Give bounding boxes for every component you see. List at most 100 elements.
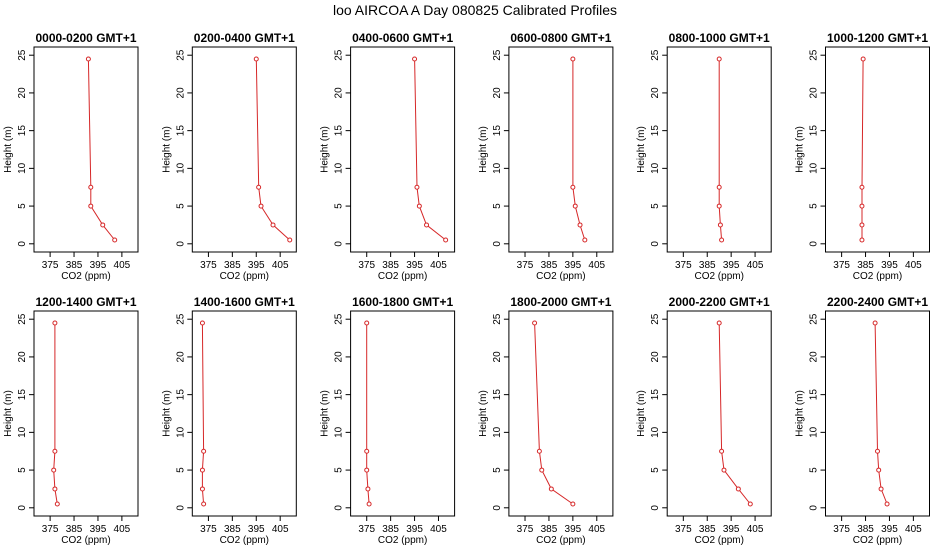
data-point (859, 222, 865, 228)
data-point (112, 237, 118, 243)
data-point (875, 448, 880, 454)
x-tick-label: 375 (200, 260, 217, 271)
data-point (582, 237, 588, 243)
y-tick-label: 25 (175, 49, 186, 61)
data-point (884, 501, 890, 507)
x-tick-label: 375 (833, 524, 850, 535)
profile-line (366, 323, 370, 505)
y-tick-label: 25 (809, 49, 820, 61)
profile-panel-4: 0600-0800 GMT+1 375 385 395 405 0 5 10 15 20 25 CO2… (478, 31, 614, 282)
y-tick-label: 5 (809, 203, 820, 209)
profile-panel-7: 1200-1400 GMT+1 375 385 395 405 0 5 10 15 20 25 CO2… (3, 295, 139, 546)
data-point (364, 448, 370, 454)
plot-frame (666, 46, 772, 253)
x-tick-label: 395 (90, 524, 107, 535)
data-point (366, 501, 372, 507)
y-tick-label: 20 (650, 87, 661, 99)
profile-line (53, 323, 58, 505)
profile-line (534, 322, 574, 505)
plot-frame (33, 46, 139, 253)
y-tick-label: 25 (334, 313, 345, 325)
x-tick-label: 385 (699, 260, 716, 271)
plot-frame (666, 310, 772, 517)
data-point (52, 320, 58, 326)
y-tick-label: 20 (175, 351, 186, 363)
y-tick-label: 0 (334, 505, 345, 511)
x-tick-label: 375 (42, 260, 59, 271)
data-point (719, 237, 725, 243)
x-tick-label: 385 (66, 524, 83, 535)
y-tick-label: 15 (17, 125, 28, 137)
data-point (716, 203, 722, 209)
x-tick-label: 405 (272, 260, 289, 271)
profile-panel-1: 0000-0200 GMT+1 375 385 395 405 0 5 10 15 20 25 CO2… (3, 31, 139, 282)
x-tick-label: 375 (517, 524, 534, 535)
y-axis-label: Height (m) (478, 126, 489, 173)
data-point (253, 56, 259, 62)
data-point (872, 320, 878, 326)
y-tick-label: 10 (809, 162, 820, 174)
panel-title: 1400-1600 GMT+1 (194, 295, 295, 309)
data-point (536, 448, 542, 454)
y-tick-label: 5 (809, 467, 820, 473)
data-point (201, 501, 207, 507)
y-tick-label: 25 (809, 313, 820, 325)
data-point (735, 486, 741, 492)
data-point (878, 486, 884, 492)
y-tick-label: 15 (650, 125, 661, 137)
x-axis-label: CO2 (ppm) (536, 271, 585, 282)
data-point (876, 467, 882, 473)
data-point (570, 184, 576, 190)
x-tick-label: 375 (517, 260, 534, 271)
y-tick-label: 15 (492, 389, 503, 401)
data-point (52, 448, 58, 454)
y-tick-label: 10 (17, 426, 28, 438)
y-tick-label: 20 (650, 351, 661, 363)
x-tick-label: 395 (565, 524, 582, 535)
y-tick-label: 10 (175, 162, 186, 174)
plot-frame (508, 46, 614, 253)
figure-title: loo AIRCOA A Day 080825 Calibrated Profi… (332, 2, 618, 18)
data-point (199, 467, 205, 473)
data-point (539, 467, 545, 473)
x-tick-label: 395 (248, 260, 265, 271)
x-tick-label: 395 (248, 524, 265, 535)
x-tick-label: 385 (382, 260, 399, 271)
y-axis-label: Height (m) (478, 390, 489, 437)
y-tick-label: 25 (492, 313, 503, 325)
x-axis-label: CO2 (ppm) (853, 535, 902, 546)
profile-panel-12: 2200-2400 GMT+1 375 385 395 405 0 5 10 15 20 25 CO2… (795, 295, 930, 546)
x-tick-label: 395 (881, 524, 898, 535)
profile-line (201, 322, 205, 505)
y-tick-label: 10 (17, 162, 28, 174)
y-tick-label: 10 (492, 162, 503, 174)
x-tick-label: 405 (114, 524, 131, 535)
data-point (287, 237, 293, 243)
data-point (199, 320, 205, 326)
y-tick-label: 0 (492, 505, 503, 511)
plot-frame (508, 310, 614, 517)
x-axis-label: CO2 (ppm) (61, 535, 110, 546)
x-tick-label: 385 (541, 260, 558, 271)
x-tick-label: 405 (588, 260, 605, 271)
x-axis-label: CO2 (ppm) (61, 271, 110, 282)
y-tick-label: 20 (334, 87, 345, 99)
y-tick-label: 0 (492, 241, 503, 247)
y-tick-label: 15 (175, 125, 186, 137)
y-tick-label: 25 (650, 49, 661, 61)
y-tick-label: 25 (175, 313, 186, 325)
profile-line (718, 59, 723, 241)
x-tick-label: 385 (699, 524, 716, 535)
x-tick-label: 385 (541, 524, 558, 535)
panel-title: 1600-1800 GMT+1 (352, 295, 453, 309)
data-point (51, 467, 57, 473)
y-tick-label: 15 (175, 389, 186, 401)
y-axis-label: Height (m) (161, 390, 172, 437)
x-tick-label: 385 (382, 524, 399, 535)
panel-title: 0800-1000 GMT+1 (669, 31, 770, 45)
plot-frame (825, 46, 930, 253)
panel-title: 0600-0800 GMT+1 (510, 31, 611, 45)
data-point (859, 184, 865, 190)
y-tick-label: 20 (809, 87, 820, 99)
